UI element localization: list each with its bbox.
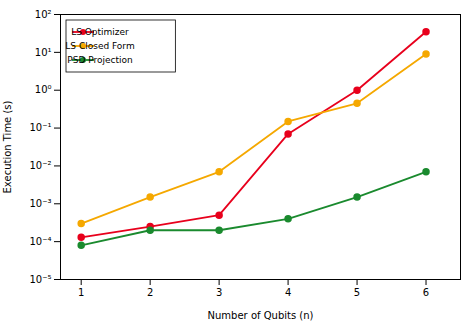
svg-text:2: 2: [147, 287, 153, 298]
svg-text:10⁻⁵: 10⁻⁵: [29, 274, 51, 285]
svg-text:LS Optimizer: LS Optimizer: [71, 27, 129, 37]
svg-text:Number of Qubits (n): Number of Qubits (n): [208, 310, 314, 321]
svg-text:4: 4: [285, 287, 291, 298]
svg-text:5: 5: [354, 287, 360, 298]
svg-text:3: 3: [216, 287, 222, 298]
svg-text:10⁻¹: 10⁻¹: [29, 122, 51, 133]
svg-text:10⁻³: 10⁻³: [29, 198, 51, 209]
svg-text:Execution Time (s): Execution Time (s): [2, 100, 13, 193]
svg-text:10²: 10²: [35, 9, 52, 20]
svg-text:LS Closed Form: LS Closed Form: [65, 41, 134, 51]
svg-text:10⁻⁴: 10⁻⁴: [29, 236, 51, 247]
svg-text:6: 6: [423, 287, 429, 298]
svg-text:10⁰: 10⁰: [35, 84, 52, 95]
svg-text:1: 1: [78, 287, 84, 298]
svg-text:PSD Projection: PSD Projection: [67, 55, 132, 65]
svg-text:10¹: 10¹: [35, 47, 52, 58]
svg-text:10⁻²: 10⁻²: [29, 160, 51, 171]
